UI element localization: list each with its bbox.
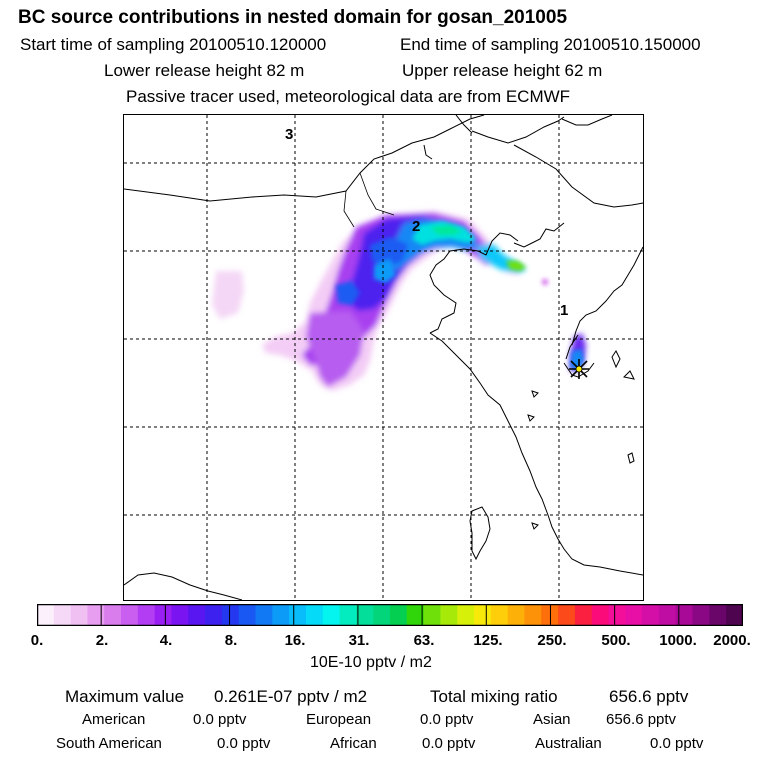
end-time: End time of sampling 20100510.150000 xyxy=(400,35,701,54)
region-value: 0.0 pptv xyxy=(193,711,247,728)
colorbar-swatch xyxy=(339,604,357,626)
colorbar-unit-label: 10E-10 pptv / m2 xyxy=(310,654,432,671)
colorbar-frame xyxy=(37,604,743,626)
colorbar-swatch xyxy=(490,604,509,626)
colorbar-swatch xyxy=(591,604,610,626)
colorbar-tick-label: 250. xyxy=(537,632,567,649)
colorbar-swatch xyxy=(406,604,425,626)
colorbar-swatch xyxy=(457,604,475,626)
colorbar-tick-label: 2000. xyxy=(713,632,751,649)
plume-receptor-core xyxy=(570,349,584,371)
colorbar-swatch xyxy=(642,604,660,626)
graticule xyxy=(124,115,643,600)
colorbar-swatch xyxy=(625,604,643,626)
colorbar-swatch xyxy=(558,604,576,626)
colorbar-swatch xyxy=(255,604,273,626)
region-name: South American xyxy=(56,735,162,752)
plume-small-spot xyxy=(542,279,548,285)
colorbar-swatch xyxy=(574,604,593,626)
colorbar-tick-label: 125. xyxy=(473,632,503,649)
colorbar-swatch xyxy=(474,604,492,626)
total-mixing-label: Total mixing ratio xyxy=(430,687,558,706)
plume-green-core xyxy=(430,225,462,235)
receptor-star-marker xyxy=(569,359,589,379)
region-value: 0.0 pptv xyxy=(217,735,271,752)
colorbar-tick-label: 31. xyxy=(348,632,370,649)
map-panel: 3 2 1 xyxy=(123,114,644,601)
colorbar-swatch xyxy=(423,604,442,626)
colorbar-tick-label: 63. xyxy=(413,632,435,649)
region-label-1: 1 xyxy=(560,302,568,319)
region-name: Australian xyxy=(535,735,602,752)
colorbar-swatch xyxy=(692,604,710,626)
concentration-plume xyxy=(212,211,586,391)
region-value: 0.0 pptv xyxy=(422,735,476,752)
region-value: 0.0 pptv xyxy=(420,711,474,728)
region-name: European xyxy=(306,711,372,728)
colorbar-swatch xyxy=(608,604,626,626)
plot-title: BC source contributions in nested domain… xyxy=(18,7,568,28)
region-name: Asian xyxy=(533,711,571,728)
colorbar-swatch xyxy=(154,604,173,626)
colorbar-swatch xyxy=(121,604,139,626)
colorbar-swatch xyxy=(188,604,206,626)
colorbar-tick-label: 4. xyxy=(159,632,173,649)
region-value: 0.0 pptv xyxy=(650,735,704,752)
colorbar-swatch xyxy=(104,604,122,626)
colorbar-swatch xyxy=(322,604,341,626)
colorbar-swatch xyxy=(37,604,55,626)
colorbar-tick-label: 500. xyxy=(601,632,631,649)
colorbar-tick-label: 1000. xyxy=(659,632,697,649)
colorbar-tick-label: 2. xyxy=(95,632,109,649)
upper-release-height: Upper release height 62 m xyxy=(402,61,603,80)
plume-southwest-lobe xyxy=(306,311,364,387)
colorbar-swatch xyxy=(709,604,727,626)
colorbar-swatch xyxy=(238,604,257,626)
plume-arm-core xyxy=(506,261,526,271)
colorbar-swatch xyxy=(171,604,189,626)
colorbar-swatch xyxy=(390,604,408,626)
plume-interior-2 xyxy=(336,281,360,305)
colorbar-swatch xyxy=(272,604,290,626)
colorbar-swatch xyxy=(87,604,105,626)
colorbar-swatch xyxy=(137,604,156,626)
colorbar-swatch xyxy=(726,604,743,626)
plume-interior-1 xyxy=(370,237,408,267)
region-name: African xyxy=(330,735,377,752)
colorbar-tick-label: 0. xyxy=(30,632,44,649)
lower-release-height: Lower release height 82 m xyxy=(104,61,305,80)
start-time: Start time of sampling 20100510.120000 xyxy=(20,35,327,54)
colorbar xyxy=(37,604,743,626)
plume-interior-3 xyxy=(374,259,396,283)
colorbar-swatch xyxy=(373,604,391,626)
colorbar-swatch xyxy=(289,604,307,626)
colorbar-swatch xyxy=(507,604,526,626)
map-svg: 3 2 1 xyxy=(124,115,643,600)
total-mixing-value: 656.6 pptv xyxy=(609,687,689,706)
colorbar-swatch xyxy=(675,604,694,626)
colorbar-swatch xyxy=(356,604,374,626)
colorbar-swatch xyxy=(524,604,542,626)
max-value-label: Maximum value xyxy=(65,687,185,706)
plume-west-blob xyxy=(212,271,244,319)
tracer-note: Passive tracer used, meteorological data… xyxy=(126,87,571,106)
region-name: American xyxy=(82,711,146,728)
colorbar-tick-label: 8. xyxy=(224,632,238,649)
region-label-3: 3 xyxy=(285,126,293,143)
colorbar-tick-label: 16. xyxy=(284,632,306,649)
colorbar-swatch xyxy=(70,604,89,626)
region-value: 656.6 pptv xyxy=(606,711,677,728)
colorbar-swatch xyxy=(205,604,223,626)
colorbar-swatch xyxy=(221,604,240,626)
max-value: 0.261E-07 pptv / m2 xyxy=(214,687,368,706)
coastlines xyxy=(124,115,643,600)
colorbar-swatch xyxy=(53,604,72,626)
colorbar-swatch xyxy=(440,604,458,626)
colorbar-swatch xyxy=(658,604,677,626)
region-label-2: 2 xyxy=(412,218,420,235)
borders xyxy=(343,172,395,228)
colorbar-swatch xyxy=(305,604,324,626)
